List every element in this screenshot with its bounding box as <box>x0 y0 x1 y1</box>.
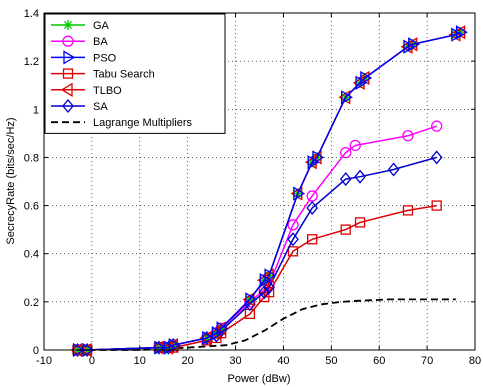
data-point <box>245 292 258 307</box>
x-tick-label: 60 <box>373 355 385 367</box>
data-point <box>340 146 352 159</box>
legend-marker <box>62 68 74 79</box>
legend-marker <box>63 50 76 65</box>
y-tick-label: 0.6 <box>24 201 39 213</box>
data-point <box>431 120 443 132</box>
series-layer <box>70 25 468 358</box>
legend-label: Lagrange Multipliers <box>93 117 193 129</box>
legend-item: PSO <box>51 50 117 65</box>
legend-label: PSO <box>93 52 117 64</box>
series-line <box>77 298 456 351</box>
legend-label: TLBO <box>93 85 122 97</box>
data-point <box>154 340 167 355</box>
data-point <box>307 234 318 245</box>
data-point <box>455 27 466 38</box>
data-point <box>258 285 271 300</box>
plot-frame <box>43 12 476 351</box>
legend: GA BA PSO Tabu Search TLBO SA Lagrange Multipl… <box>44 13 226 134</box>
x-axis-label: Power (dBw) <box>228 373 291 385</box>
data-point <box>242 292 255 307</box>
x-tick-label: 80 <box>469 355 481 367</box>
data-point <box>168 338 181 353</box>
x-tick-label: -10 <box>36 355 52 367</box>
data-point <box>341 90 353 105</box>
legend-marker <box>63 20 73 30</box>
legend-marker <box>62 35 74 47</box>
data-point <box>264 268 277 283</box>
data-point <box>430 150 443 165</box>
legend-item: BA <box>51 35 108 48</box>
x-tick-label: 30 <box>229 355 241 367</box>
y-tick-label: 0.8 <box>24 152 39 164</box>
legend-item: GA <box>51 20 110 32</box>
data-point <box>287 246 299 257</box>
legend-label: SA <box>93 101 108 113</box>
data-point <box>202 330 215 346</box>
y-tick-label: 1 <box>33 104 39 116</box>
data-point <box>312 150 325 165</box>
data-point <box>387 162 400 177</box>
x-tick-label: 70 <box>421 355 433 367</box>
y-tick-label: 1.4 <box>24 8 39 20</box>
y-tick-label: 0.2 <box>24 297 39 309</box>
y-tick-label: 1.2 <box>24 56 39 68</box>
data-point <box>455 25 468 40</box>
legend-marker <box>60 82 73 97</box>
legend-marker <box>62 98 74 114</box>
data-point <box>339 172 352 187</box>
legend-item: TLBO <box>51 82 122 97</box>
data-point <box>306 200 319 215</box>
x-tick-label: 0 <box>89 355 95 367</box>
data-point <box>306 190 318 202</box>
data-point <box>287 219 299 231</box>
data-point <box>360 70 373 86</box>
x-tick-label: 10 <box>134 355 146 367</box>
data-point <box>287 232 299 247</box>
x-tick-label: 50 <box>325 355 337 367</box>
data-point <box>408 37 421 52</box>
data-point <box>402 130 414 142</box>
series-line <box>77 31 461 351</box>
data-point <box>349 139 361 152</box>
data-point <box>354 169 366 184</box>
data-point <box>293 186 306 201</box>
data-point <box>402 205 414 216</box>
legend-item: Tabu Search <box>51 68 155 81</box>
legend-label: GA <box>93 20 110 32</box>
legend-item: SA <box>51 98 108 114</box>
grid <box>44 13 475 350</box>
legend-item: Lagrange Multipliers <box>51 117 193 129</box>
data-point <box>199 330 212 346</box>
y-axis-label: SecrecyRate (bits/sec/Hz) <box>5 117 17 244</box>
data-point <box>354 217 366 228</box>
x-tick-label: 20 <box>182 355 194 367</box>
y-tick-label: 0.4 <box>24 249 39 261</box>
legend-label: Tabu Search <box>93 69 155 81</box>
data-point <box>340 224 351 235</box>
data-point <box>216 321 229 336</box>
y-tick-label: 0 <box>33 345 39 357</box>
x-tick-label: 40 <box>277 355 289 367</box>
legend-label: BA <box>93 36 108 48</box>
series-lagrange-multipliers <box>77 298 456 351</box>
data-point <box>431 200 442 211</box>
